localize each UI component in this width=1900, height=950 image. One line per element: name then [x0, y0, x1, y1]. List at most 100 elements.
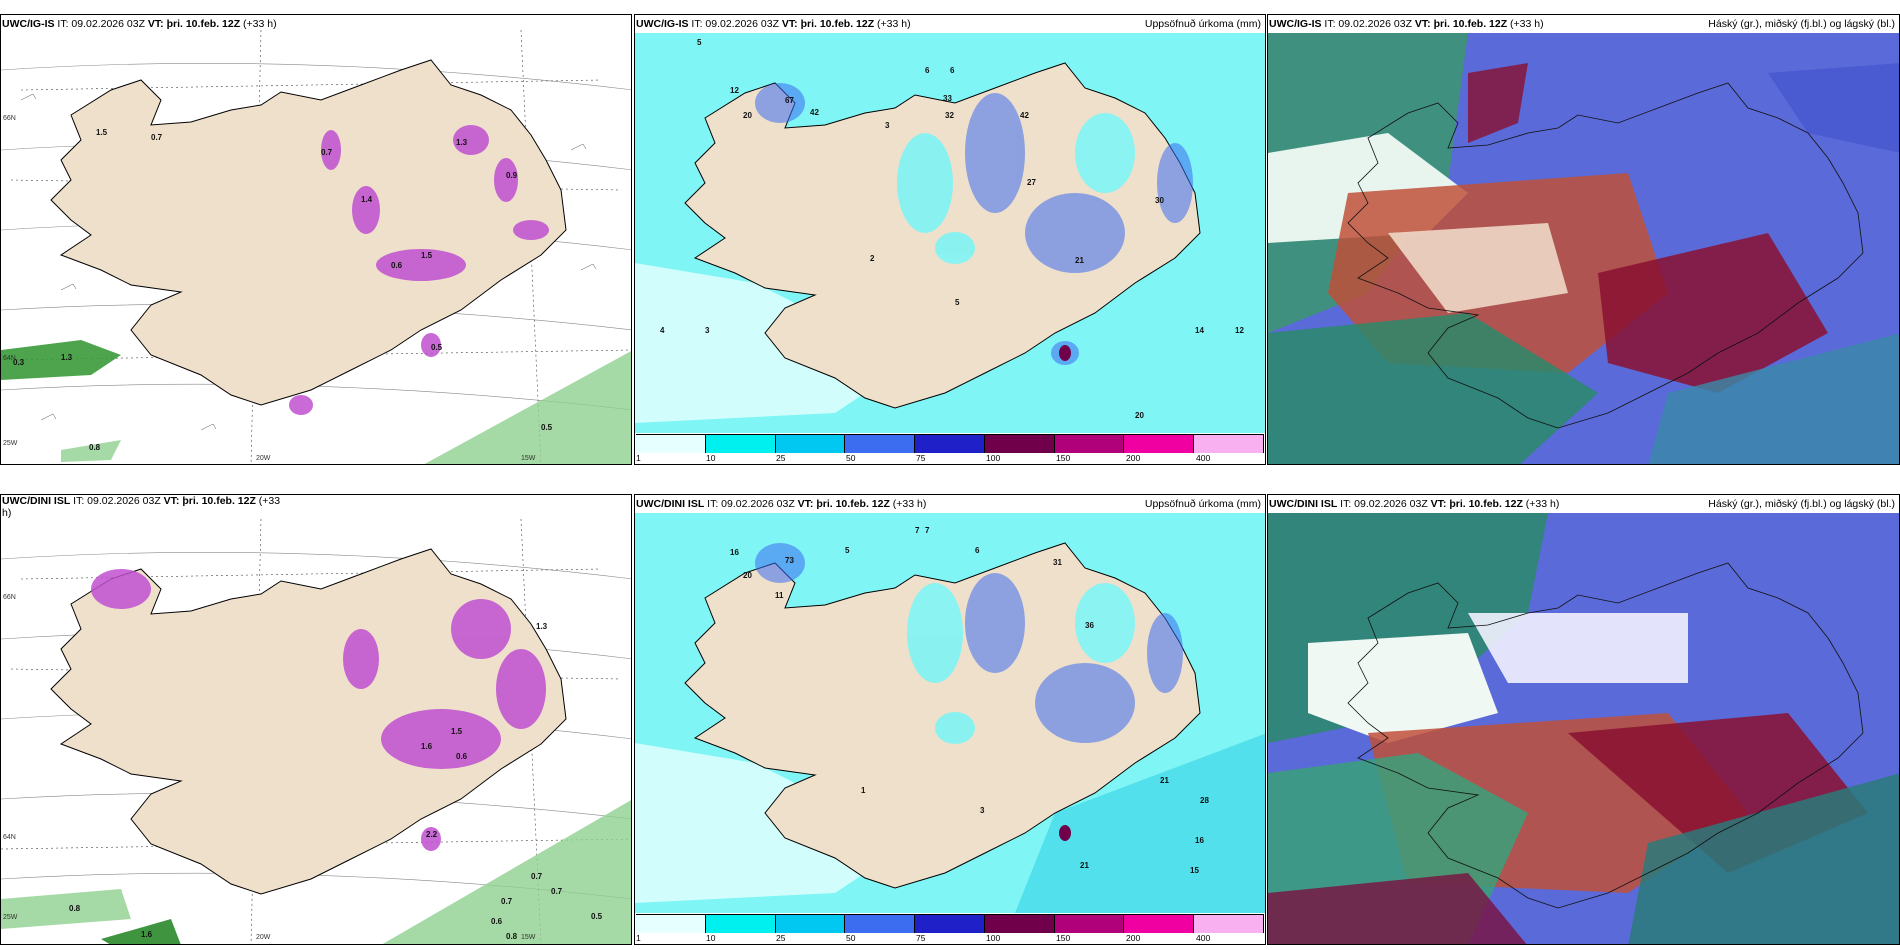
label: 7 — [915, 526, 920, 535]
panel-subtitle: Háský (gr.), miðský (fj.bl.) og lágský (… — [1708, 18, 1895, 30]
colorbar-swatch — [775, 915, 846, 933]
colorbar-swatch — [845, 915, 916, 933]
tick: 100 — [986, 933, 1001, 943]
snow-map: 1.5 0.7 0.7 1.4 1.3 0.9 0.6 1.5 0.5 0.8 … — [1, 30, 631, 464]
colorbar-swatch — [984, 915, 1055, 933]
label: 0.6 — [391, 261, 403, 270]
colorbar-swatch — [1124, 435, 1195, 453]
label: 20 — [743, 111, 752, 120]
label: 33 — [943, 94, 952, 103]
iceland-outline — [1347, 82, 1864, 429]
label: 4 — [660, 326, 665, 335]
colorbar-swatch — [845, 435, 916, 453]
colorbar-swatch — [705, 915, 776, 933]
snow-map: 0.8 0.7 0.7 0.7 0.6 0.5 0.8 1.6 1.5 1.6 … — [1, 519, 631, 944]
label: 21 — [1160, 776, 1169, 785]
axis-label: 15W — [521, 934, 536, 941]
iceland-land — [684, 62, 1201, 409]
tick: 25 — [776, 453, 786, 463]
label: 32 — [945, 111, 954, 120]
colorbar-swatch — [1124, 915, 1195, 933]
label: 36 — [1085, 621, 1094, 630]
colorbar-swatch — [1194, 435, 1265, 453]
label: 28 — [1200, 796, 1209, 805]
axis-label: 25W — [3, 440, 18, 447]
label: 0.8 — [89, 443, 101, 452]
axis-label: 64N — [3, 355, 16, 362]
tick: 150 — [1056, 933, 1071, 943]
label: 67 — [785, 96, 794, 105]
iceland-land — [50, 548, 567, 895]
label: 31 — [1053, 558, 1062, 567]
axis-label: 66N — [3, 594, 16, 601]
tick: 50 — [846, 453, 856, 463]
label: 0.6 — [456, 752, 468, 761]
colorbar-swatch — [775, 435, 846, 453]
label: 0.3 — [13, 358, 25, 367]
colorbar-swatch — [1194, 915, 1265, 933]
label: 1 — [861, 786, 866, 795]
label: 6 — [925, 66, 930, 75]
label: 12 — [730, 86, 739, 95]
label: 1.6 — [421, 742, 433, 751]
label: 1.3 — [456, 138, 468, 147]
colorbar-swatch — [636, 435, 706, 453]
label: 6 — [975, 546, 980, 555]
label: 14 — [1195, 326, 1204, 335]
label: 7 — [925, 526, 930, 535]
iceland-outline — [1347, 562, 1864, 909]
label: 0.6 — [491, 917, 503, 926]
colorbar-swatch — [636, 915, 706, 933]
label: 5 — [955, 298, 960, 307]
label: 16 — [730, 548, 739, 557]
tick: 200 — [1126, 453, 1141, 463]
panel-subtitle: Uppsöfnuð úrkoma (mm) — [1144, 498, 1261, 510]
label: 2 — [870, 254, 875, 263]
label: 3 — [980, 806, 985, 815]
label: 1.3 — [61, 353, 73, 362]
label: 5 — [845, 546, 850, 555]
tick: 75 — [916, 453, 926, 463]
label: 3 — [885, 121, 890, 130]
precip-map: 5 6 6 12 67 20 42 3 33 32 42 27 21 30 2 … — [635, 33, 1265, 433]
label: 0.7 — [551, 887, 563, 896]
panel-dini-clouds: UWC/DINI ISL IT: 09.02.2026 03Z VT: þri.… — [1267, 494, 1900, 945]
label: 15 — [1190, 866, 1199, 875]
label: 21 — [1075, 256, 1084, 265]
tick: 150 — [1056, 453, 1071, 463]
colorbar — [636, 914, 1265, 933]
colorbar-swatch — [705, 435, 776, 453]
label: 21 — [1080, 861, 1089, 870]
label: 0.7 — [151, 133, 163, 142]
label: 20 — [743, 571, 752, 580]
tick: 1 — [636, 453, 641, 463]
panel-subtitle: Háský (gr.), miðský (fj.bl.) og lágský (… — [1708, 498, 1895, 510]
tick: 50 — [846, 933, 856, 943]
cloud-map — [1268, 33, 1899, 464]
panel-title: UWC/IG-IS IT: 09.02.2026 03Z VT: þri. 10… — [636, 18, 911, 30]
tick: 100 — [986, 453, 1001, 463]
label: 27 — [1027, 178, 1036, 187]
axis-label: 66N — [3, 115, 16, 122]
tick: 75 — [916, 933, 926, 943]
panel-title: UWC/DINI ISL IT: 09.02.2026 03Z VT: þri.… — [1269, 498, 1560, 510]
label: 0.5 — [431, 343, 443, 352]
tick: 10 — [706, 933, 716, 943]
label: 73 — [785, 556, 794, 565]
label: 5 — [697, 38, 702, 47]
axis-label: 20W — [256, 934, 271, 941]
cloud-map — [1268, 513, 1899, 944]
panel-ig-is-snow: UWC/IG-IS IT: 09.02.2026 03Z VT: þri. 10… — [0, 14, 632, 465]
axis-label: 64N — [3, 834, 16, 841]
panel-ig-is-clouds: UWC/IG-IS IT: 09.02.2026 03Z VT: þri. 10… — [1267, 14, 1900, 465]
label: 0.9 — [506, 171, 518, 180]
label: 1.6 — [141, 930, 153, 939]
label: 0.7 — [501, 897, 513, 906]
tick: 400 — [1196, 453, 1211, 463]
panel-dini-snow: UWC/DINI ISL IT: 09.02.2026 03Z VT: þri.… — [0, 494, 632, 945]
colorbar — [636, 434, 1265, 453]
panel-title: UWC/IG-IS IT: 09.02.2026 03Z VT: þri. 10… — [2, 18, 277, 30]
label: 30 — [1155, 196, 1164, 205]
axis-label: 15W — [521, 455, 536, 462]
label: 0.7 — [531, 872, 543, 881]
